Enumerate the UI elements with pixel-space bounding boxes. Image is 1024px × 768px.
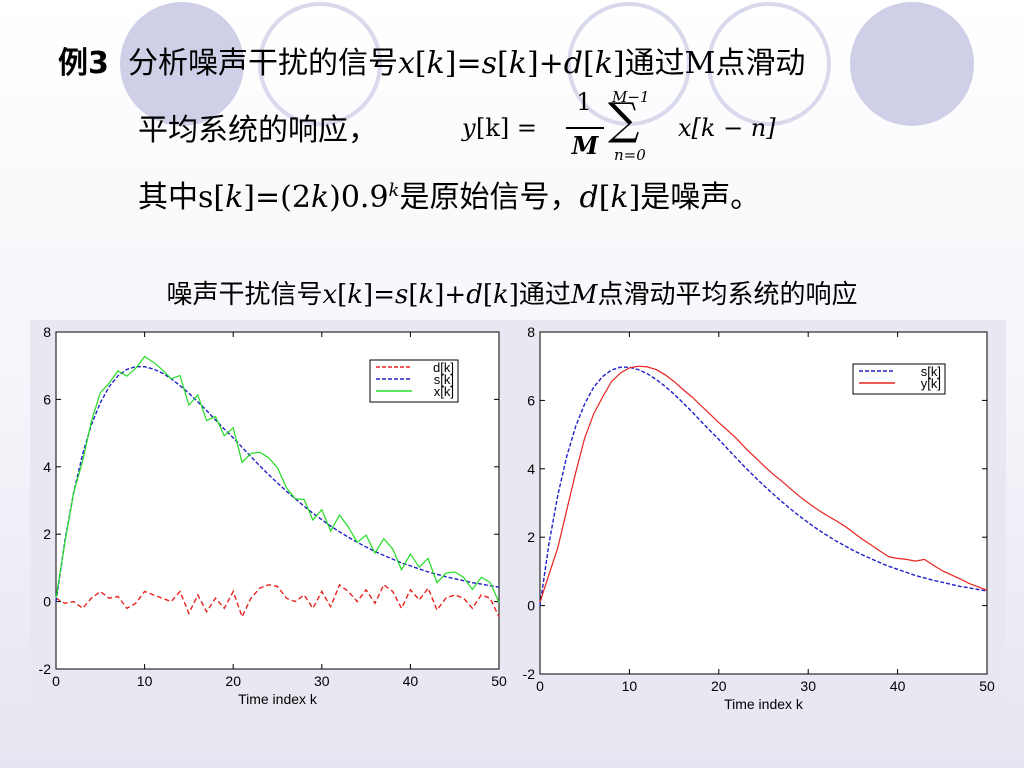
plot-1-xtick-label: 40	[403, 673, 419, 689]
line1-s: s	[481, 46, 498, 81]
line1-k1: k	[426, 46, 445, 81]
plot-2-xtick-label: 30	[800, 678, 816, 694]
formula-sum-upper: M−1	[612, 88, 650, 106]
plot-2-xlabel: Time index k	[724, 696, 804, 712]
line1-x: x	[397, 46, 415, 81]
chart-title-c: ]=	[363, 280, 395, 310]
plot-1-ytick-label: 6	[43, 391, 51, 407]
chart-title-dd: d	[466, 280, 483, 310]
line3-b: ]=(2	[243, 180, 311, 215]
line1-e: ]+	[526, 46, 564, 81]
line3-f: ]是噪声。	[628, 180, 761, 215]
text-line-1: 例3 分析噪声干扰的信号x[k]=s[k]+d[k]通过M点滑动	[58, 38, 805, 82]
plot-1-series-xk	[55, 355, 500, 603]
line1-f: [	[583, 46, 595, 81]
formula-y: y	[462, 114, 476, 142]
formula-numerator: 1	[576, 88, 592, 116]
line1-k2: k	[508, 46, 527, 81]
line2-text: 平均系统的响应，	[138, 113, 378, 148]
formula-fraction-bar	[566, 127, 604, 129]
plot-1-legend-label: d[k]	[433, 360, 454, 375]
plot-2-ytick-label: 6	[527, 392, 535, 408]
plot-2-ytick-label: 2	[527, 529, 535, 545]
line3-k3: k	[610, 180, 629, 215]
formula-term: x[k − n]	[678, 114, 776, 142]
decor-ring-2	[567, 2, 691, 126]
chart-title-b: [	[337, 280, 348, 310]
plot-1-ytick-label: 0	[43, 594, 51, 610]
plot-1-series-dk	[55, 583, 500, 619]
plot-1-series-sk	[55, 366, 500, 602]
line3-dd: d	[579, 180, 599, 215]
plot-1-xtick-label: 20	[225, 673, 241, 689]
plot-2-xtick-label: 20	[711, 678, 727, 694]
plot-1-xtick-label: 30	[314, 673, 330, 689]
plot-1-ytick-label: 2	[43, 526, 51, 542]
plot-2-ytick-label: -2	[523, 666, 536, 682]
plot-1-ytick-label: -2	[39, 661, 52, 677]
plot-1-legend	[369, 359, 459, 403]
line1-d: d	[563, 46, 583, 81]
chart-title-m: M	[570, 280, 598, 310]
text-line-2: 平均系统的响应，	[138, 105, 378, 149]
chart-title-f: [	[482, 280, 493, 310]
plot-2-xtick-label: 50	[979, 678, 995, 694]
line3-k2: k	[310, 180, 330, 215]
plot-2-xtick-label: 40	[890, 678, 906, 694]
line3-d: 是原始信号，	[399, 180, 580, 215]
formula-sum-sign: ∑	[608, 94, 640, 145]
plot-2-legend-label: y[k]	[921, 376, 941, 391]
text-line-3: 其中s[k]=(2k)0.9k是原始信号，d[k]是噪声。	[138, 172, 760, 216]
plot-2-series-sk	[539, 366, 988, 606]
moving-average-formula: y [k] = 1 M M−1 ∑ n=0 x[k − n]	[462, 86, 802, 166]
chart-title-s: s	[394, 280, 409, 310]
line1-b: [	[414, 46, 427, 81]
plot-2-ytick-label: 0	[527, 598, 535, 614]
plot-1-legend-label: x[k]	[434, 384, 454, 399]
line3-k: k	[225, 180, 244, 215]
decor-circle-1	[120, 2, 244, 126]
chart-title-k1: k	[347, 280, 364, 310]
chart-title-a: 噪声干扰信号	[166, 280, 323, 310]
line3-c: )0.9	[329, 180, 389, 215]
line1-d-open: [	[497, 46, 509, 81]
formula-denominator: M	[571, 131, 599, 160]
chart-title-e: ]+	[434, 280, 467, 310]
plot-2-series-yk	[539, 365, 988, 603]
plot-1-xtick-label: 10	[137, 673, 153, 689]
chart-title-g: ]通过	[508, 280, 571, 310]
line1-text-a: 分析噪声干扰的信号	[127, 46, 398, 81]
chart-title-d: [	[408, 280, 419, 310]
line3-e: [	[598, 180, 611, 215]
plot-2-xtick-label: 10	[622, 678, 638, 694]
chart-title-k3: k	[493, 280, 509, 310]
chart-title-x: x	[322, 280, 338, 310]
line1-k3: k	[594, 46, 613, 81]
decor-ring-1	[258, 2, 382, 126]
chart-title-h: 点滑动平均系统的响应	[597, 280, 858, 310]
plot-1-ytick-label: 4	[43, 459, 51, 475]
line3-sup: k	[388, 180, 400, 201]
formula-lhs: [k] =	[476, 114, 538, 142]
line1-c: ]=	[444, 46, 482, 81]
plot-1-xtick-label: 0	[52, 673, 60, 689]
plot-1-xlabel: Time index k	[238, 691, 318, 707]
line3-a: 其中s[	[138, 180, 226, 215]
chart-title-k2: k	[418, 280, 435, 310]
decor-ring-3	[707, 2, 831, 126]
plot-1-xtick-label: 50	[491, 673, 507, 689]
plot-1-ytick-label: 8	[43, 324, 51, 340]
plot-2-xtick-label: 0	[536, 678, 544, 694]
line1-g: ]通过M点滑动	[612, 46, 806, 81]
plot-1-legend-label: s[k]	[434, 372, 454, 387]
plot-2-ytick-label: 4	[527, 461, 535, 477]
plot-2-ytick-label: 8	[527, 324, 535, 340]
formula-sum-lower: n=0	[614, 146, 646, 164]
decor-circle-2	[850, 2, 974, 126]
chart-title: 噪声干扰信号x[k]=s[k]+d[k]通过M点滑动平均系统的响应	[0, 274, 1024, 311]
example-label: 例3	[58, 46, 109, 81]
plot-2-legend-label: s[k]	[921, 364, 941, 379]
plot-2-legend	[852, 363, 946, 395]
